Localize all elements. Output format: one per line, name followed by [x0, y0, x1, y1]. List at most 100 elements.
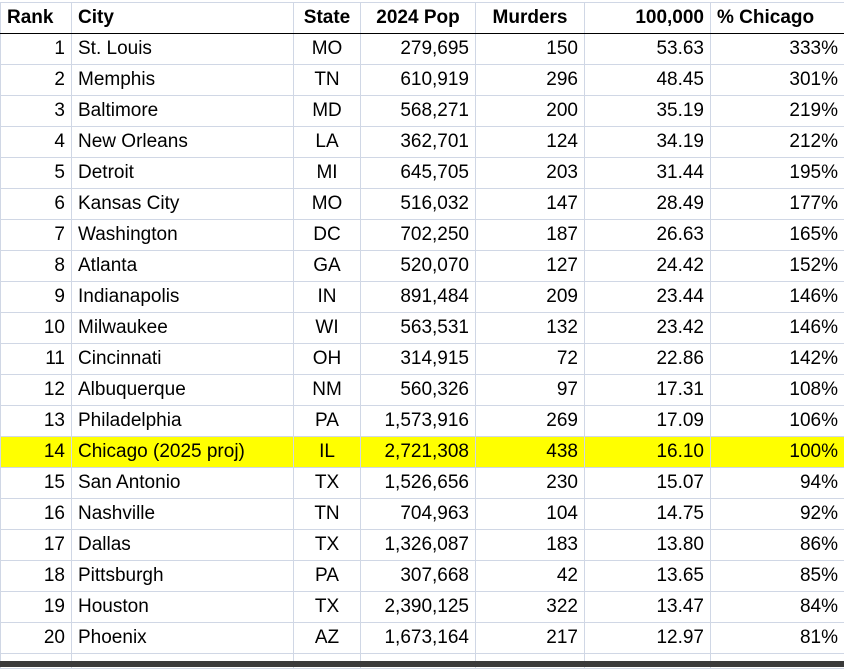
- cell-pop[interactable]: 560,326: [361, 375, 476, 406]
- cell-city[interactable]: Detroit: [72, 158, 294, 189]
- cell-rank[interactable]: 14: [1, 437, 72, 468]
- cell-rank[interactable]: 3: [1, 96, 72, 127]
- cell-pct[interactable]: 212%: [711, 127, 844, 158]
- cell-rate[interactable]: 23.44: [585, 282, 711, 313]
- cell-state[interactable]: NM: [294, 375, 361, 406]
- cell-murders[interactable]: 127: [476, 251, 585, 282]
- cell-state[interactable]: TN: [294, 65, 361, 96]
- cell-pct[interactable]: 301%: [711, 65, 844, 96]
- cell-rate[interactable]: 35.19: [585, 96, 711, 127]
- cell-state[interactable]: MD: [294, 96, 361, 127]
- cell-rate[interactable]: 12.97: [585, 623, 711, 654]
- cell-murders[interactable]: 72: [476, 344, 585, 375]
- cell-pop[interactable]: 645,705: [361, 158, 476, 189]
- cell-state[interactable]: MI: [294, 158, 361, 189]
- cell-murders[interactable]: 42: [476, 561, 585, 592]
- cell-pop[interactable]: 314,915: [361, 344, 476, 375]
- cell-state[interactable]: TX: [294, 468, 361, 499]
- cell-pop[interactable]: 610,919: [361, 65, 476, 96]
- cell-pop[interactable]: 516,032: [361, 189, 476, 220]
- cell-murders[interactable]: 438: [476, 437, 585, 468]
- cell-pop[interactable]: 279,695: [361, 34, 476, 65]
- cell-pop[interactable]: 568,271: [361, 96, 476, 127]
- cell-pop[interactable]: 702,250: [361, 220, 476, 251]
- cell-murders[interactable]: 269: [476, 406, 585, 437]
- cell-pct[interactable]: 84%: [711, 592, 844, 623]
- cell-pct[interactable]: 165%: [711, 220, 844, 251]
- cell-murders[interactable]: 97: [476, 375, 585, 406]
- cell-state[interactable]: LA: [294, 127, 361, 158]
- header-rank[interactable]: Rank: [1, 3, 72, 34]
- cell-city[interactable]: Kansas City: [72, 189, 294, 220]
- cell-rank[interactable]: 17: [1, 530, 72, 561]
- cell-city[interactable]: New Orleans: [72, 127, 294, 158]
- cell-pop[interactable]: 1,673,164: [361, 623, 476, 654]
- cell-city[interactable]: Dallas: [72, 530, 294, 561]
- cell-rate[interactable]: 31.44: [585, 158, 711, 189]
- cell-rate[interactable]: 48.45: [585, 65, 711, 96]
- cell-city[interactable]: Indianapolis: [72, 282, 294, 313]
- cell-rank[interactable]: 18: [1, 561, 72, 592]
- header-rate[interactable]: 100,000: [585, 3, 711, 34]
- cell-rate[interactable]: 24.42: [585, 251, 711, 282]
- cell-pct[interactable]: 86%: [711, 530, 844, 561]
- cell-state[interactable]: GA: [294, 251, 361, 282]
- cell-state[interactable]: OH: [294, 344, 361, 375]
- cell-rate[interactable]: 23.42: [585, 313, 711, 344]
- cell-rate[interactable]: 28.49: [585, 189, 711, 220]
- cell-rate[interactable]: 15.07: [585, 468, 711, 499]
- cell-rate[interactable]: 16.10: [585, 437, 711, 468]
- cell-pct[interactable]: 100%: [711, 437, 844, 468]
- cell-city[interactable]: Nashville: [72, 499, 294, 530]
- cell-pop[interactable]: 520,070: [361, 251, 476, 282]
- cell-rank[interactable]: 13: [1, 406, 72, 437]
- cell-rate[interactable]: 26.63: [585, 220, 711, 251]
- cell-rank[interactable]: 4: [1, 127, 72, 158]
- cell-pct[interactable]: 106%: [711, 406, 844, 437]
- header-city[interactable]: City: [72, 3, 294, 34]
- cell-rank[interactable]: 19: [1, 592, 72, 623]
- cell-pct[interactable]: 81%: [711, 623, 844, 654]
- cell-pct[interactable]: 177%: [711, 189, 844, 220]
- cell-rate[interactable]: 13.47: [585, 592, 711, 623]
- cell-rate[interactable]: 53.63: [585, 34, 711, 65]
- cell-rank[interactable]: 8: [1, 251, 72, 282]
- cell-rank[interactable]: 6: [1, 189, 72, 220]
- cell-murders[interactable]: 203: [476, 158, 585, 189]
- cell-city[interactable]: St. Louis: [72, 34, 294, 65]
- cell-rate[interactable]: 17.31: [585, 375, 711, 406]
- cell-rank[interactable]: 9: [1, 282, 72, 313]
- cell-state[interactable]: IL: [294, 437, 361, 468]
- cell-pop[interactable]: 1,526,656: [361, 468, 476, 499]
- cell-pct[interactable]: 142%: [711, 344, 844, 375]
- cell-state[interactable]: WI: [294, 313, 361, 344]
- cell-pct[interactable]: 195%: [711, 158, 844, 189]
- cell-pct[interactable]: 85%: [711, 561, 844, 592]
- cell-city[interactable]: Memphis: [72, 65, 294, 96]
- cell-murders[interactable]: 147: [476, 189, 585, 220]
- cell-pct[interactable]: 92%: [711, 499, 844, 530]
- cell-state[interactable]: AZ: [294, 623, 361, 654]
- cell-rank[interactable]: 11: [1, 344, 72, 375]
- header-state[interactable]: State: [294, 3, 361, 34]
- cell-pop[interactable]: 891,484: [361, 282, 476, 313]
- cell-rank[interactable]: 2: [1, 65, 72, 96]
- cell-rate[interactable]: 22.86: [585, 344, 711, 375]
- cell-rate[interactable]: 13.65: [585, 561, 711, 592]
- cell-pct[interactable]: 108%: [711, 375, 844, 406]
- cell-pct[interactable]: 146%: [711, 313, 844, 344]
- cell-pop[interactable]: 563,531: [361, 313, 476, 344]
- cell-city[interactable]: Baltimore: [72, 96, 294, 127]
- cell-pct[interactable]: 152%: [711, 251, 844, 282]
- cell-murders[interactable]: 322: [476, 592, 585, 623]
- cell-city[interactable]: Houston: [72, 592, 294, 623]
- cell-rank[interactable]: 7: [1, 220, 72, 251]
- cell-rank[interactable]: 15: [1, 468, 72, 499]
- cell-murders[interactable]: 200: [476, 96, 585, 127]
- cell-rank[interactable]: 12: [1, 375, 72, 406]
- cell-state[interactable]: MO: [294, 34, 361, 65]
- header-murders[interactable]: Murders: [476, 3, 585, 34]
- cell-murders[interactable]: 150: [476, 34, 585, 65]
- header-pop[interactable]: 2024 Pop: [361, 3, 476, 34]
- cell-murders[interactable]: 217: [476, 623, 585, 654]
